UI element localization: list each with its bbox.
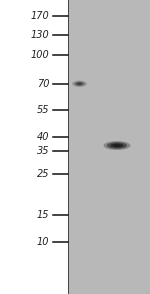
Text: 35: 35 xyxy=(37,146,50,156)
Ellipse shape xyxy=(77,83,82,85)
Ellipse shape xyxy=(103,141,130,150)
Ellipse shape xyxy=(107,142,127,149)
Ellipse shape xyxy=(113,144,121,147)
Text: 100: 100 xyxy=(31,50,50,60)
Ellipse shape xyxy=(110,143,124,148)
Text: 25: 25 xyxy=(37,169,50,179)
Text: 40: 40 xyxy=(37,132,50,142)
Text: 130: 130 xyxy=(31,30,50,40)
Ellipse shape xyxy=(74,81,85,86)
Bar xyxy=(68,0,150,294)
Text: 70: 70 xyxy=(37,79,50,89)
Ellipse shape xyxy=(72,81,87,87)
Text: 55: 55 xyxy=(37,105,50,115)
Text: 10: 10 xyxy=(37,237,50,247)
Text: 170: 170 xyxy=(31,11,50,21)
Ellipse shape xyxy=(76,82,83,86)
Text: 15: 15 xyxy=(37,210,50,220)
